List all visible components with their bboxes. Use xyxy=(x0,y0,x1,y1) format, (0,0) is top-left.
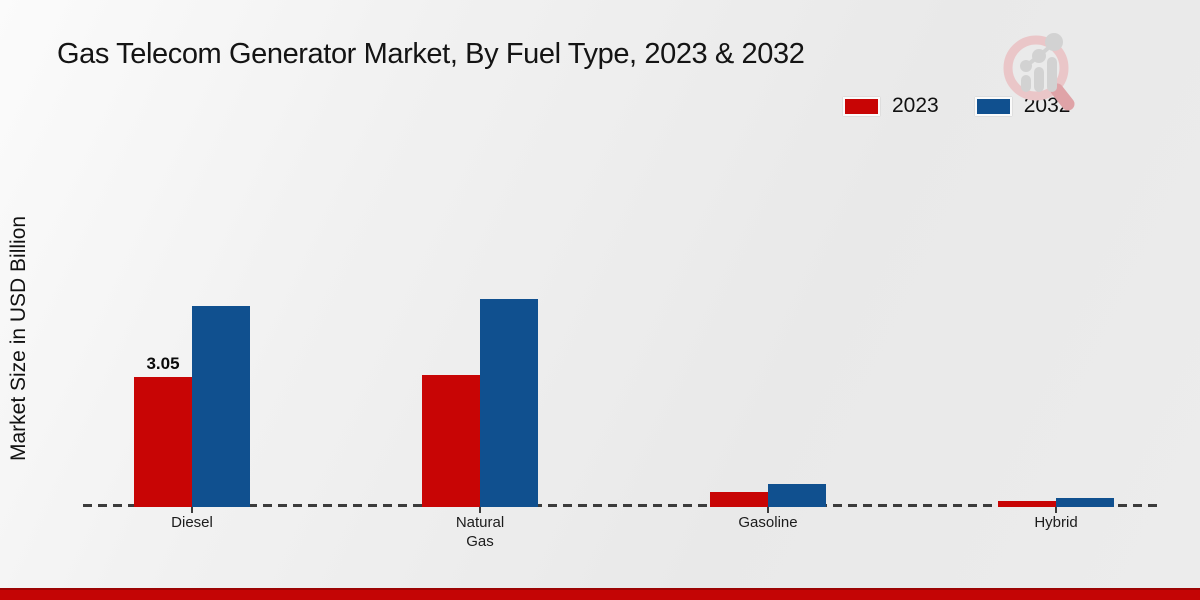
x-tick-diesel xyxy=(191,507,193,513)
x-tick-natural-gas xyxy=(479,507,481,513)
x-tick-gasoline xyxy=(767,507,769,513)
bar-diesel-2023 xyxy=(134,377,192,507)
bar-gasoline-2023 xyxy=(710,492,768,507)
x-axis-dashed-baseline xyxy=(83,504,1163,507)
x-tick-hybrid xyxy=(1055,507,1057,513)
legend-swatch-2032 xyxy=(974,96,1012,116)
chart-title: Gas Telecom Generator Market, By Fuel Ty… xyxy=(57,38,805,70)
x-tick-label-diesel: Diesel xyxy=(171,514,213,531)
x-tick-label-hybrid: Hybrid xyxy=(1034,514,1078,531)
magnifier-growth-chart-icon xyxy=(1003,33,1075,111)
legend-label-2023: 2023 xyxy=(892,94,939,117)
bar-hybrid-2032 xyxy=(1056,498,1114,507)
bar-gasoline-2032 xyxy=(768,484,826,507)
bar-natural-gas-2032 xyxy=(480,299,538,507)
bar-natural-gas-2023 xyxy=(422,375,480,507)
bar-diesel-2032 xyxy=(192,306,250,507)
bar-hybrid-2023 xyxy=(998,501,1056,507)
x-tick-label-gasoline: Gasoline xyxy=(738,514,798,531)
bar-value-label-diesel-2023: 3.05 xyxy=(146,354,180,373)
x-tick-label-natural-gas: Natural Gas xyxy=(455,514,505,550)
legend-item-2023: 2023 xyxy=(843,94,939,118)
legend-swatch-2023 xyxy=(843,96,880,116)
bottom-accent-bar xyxy=(0,588,1200,600)
